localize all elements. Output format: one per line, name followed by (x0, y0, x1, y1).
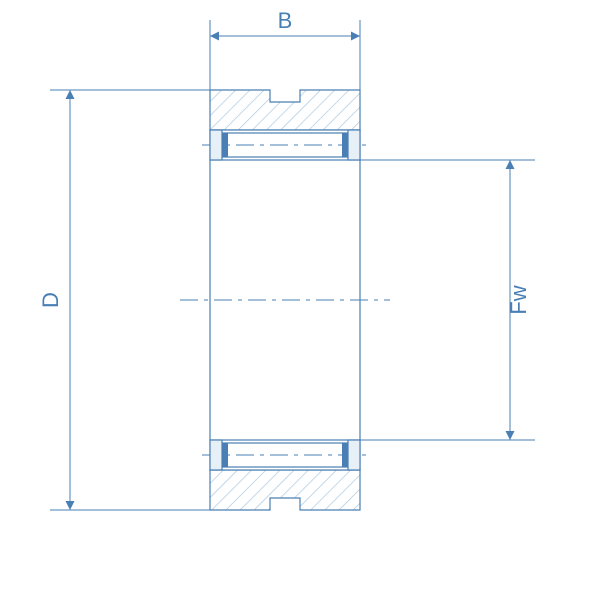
roller-bottom-retainer-left (210, 440, 222, 470)
outer-ring-bottom (210, 470, 360, 510)
bearing-cross-section-diagram: B D Fw (0, 0, 600, 600)
dim-B-label: B (278, 8, 293, 33)
roller-bottom-bead-left (222, 443, 228, 467)
roller-top-retainer-left (210, 130, 222, 160)
roller-bottom-bead-right (342, 443, 348, 467)
roller-top-retainer-right (348, 130, 360, 160)
dim-Fw-label: Fw (506, 285, 531, 314)
roller-top-bead-left (222, 133, 228, 157)
outer-ring-top (210, 90, 360, 130)
roller-top-bead-right (342, 133, 348, 157)
roller-bottom-retainer-right (348, 440, 360, 470)
dim-D-label: D (38, 292, 63, 308)
